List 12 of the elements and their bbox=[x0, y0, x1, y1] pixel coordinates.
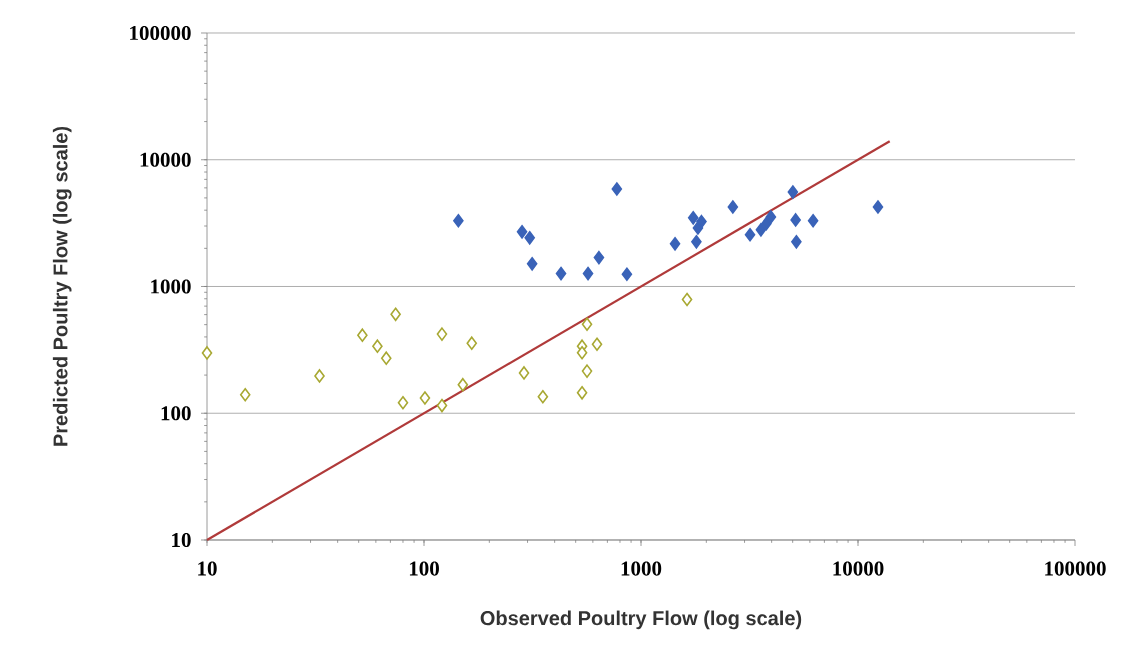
y-tick-label: 10 bbox=[172, 532, 191, 548]
x-tick-label: 1000 bbox=[621, 561, 662, 576]
x-tick-label: 10 bbox=[198, 561, 217, 576]
y-axis-title: Predicted Poultry Flow (log scale) bbox=[52, 126, 72, 446]
x-tick-label: 100 bbox=[409, 561, 439, 576]
y-tick-label: 100 bbox=[161, 406, 191, 421]
y-tick-label: 100000 bbox=[130, 25, 191, 41]
y-tick-label: 10000 bbox=[140, 152, 191, 167]
x-axis-title: Observed Poultry Flow (log scale) bbox=[480, 610, 802, 630]
x-tick-label: 100000 bbox=[1045, 561, 1106, 576]
x-tick-label: 10000 bbox=[833, 561, 884, 576]
y-tick-label: 1000 bbox=[151, 279, 191, 294]
